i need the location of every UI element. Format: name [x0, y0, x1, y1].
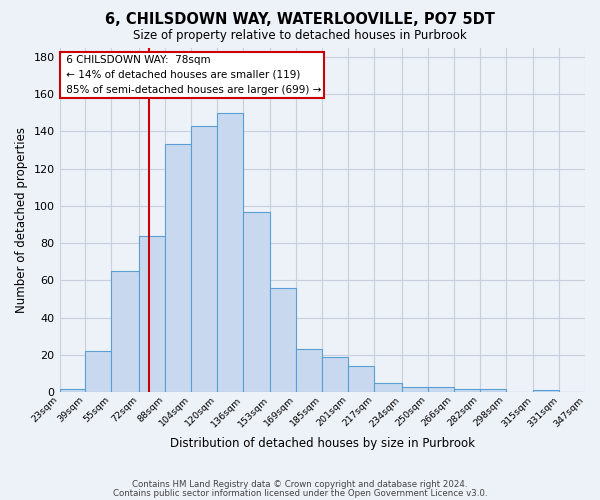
- Bar: [243, 212, 271, 392]
- Bar: [402, 386, 428, 392]
- Bar: [454, 388, 479, 392]
- Bar: [322, 357, 348, 392]
- Text: 6 CHILSDOWN WAY:  78sqm
 ← 14% of detached houses are smaller (119)
 85% of semi: 6 CHILSDOWN WAY: 78sqm ← 14% of detached…: [63, 55, 321, 94]
- Bar: [348, 366, 374, 392]
- X-axis label: Distribution of detached houses by size in Purbrook: Distribution of detached houses by size …: [170, 437, 475, 450]
- Bar: [85, 352, 112, 393]
- Bar: [428, 386, 454, 392]
- Bar: [374, 383, 402, 392]
- Text: Contains public sector information licensed under the Open Government Licence v3: Contains public sector information licen…: [113, 488, 487, 498]
- Text: 6, CHILSDOWN WAY, WATERLOOVILLE, PO7 5DT: 6, CHILSDOWN WAY, WATERLOOVILLE, PO7 5DT: [105, 12, 495, 28]
- Bar: [479, 388, 506, 392]
- Text: Contains HM Land Registry data © Crown copyright and database right 2024.: Contains HM Land Registry data © Crown c…: [132, 480, 468, 489]
- Bar: [112, 271, 139, 392]
- Bar: [59, 388, 85, 392]
- Bar: [165, 144, 191, 392]
- Y-axis label: Number of detached properties: Number of detached properties: [15, 127, 28, 313]
- Bar: [139, 236, 165, 392]
- Bar: [271, 288, 296, 393]
- Bar: [533, 390, 559, 392]
- Bar: [296, 350, 322, 393]
- Text: Size of property relative to detached houses in Purbrook: Size of property relative to detached ho…: [133, 29, 467, 42]
- Bar: [191, 126, 217, 392]
- Bar: [217, 112, 243, 392]
